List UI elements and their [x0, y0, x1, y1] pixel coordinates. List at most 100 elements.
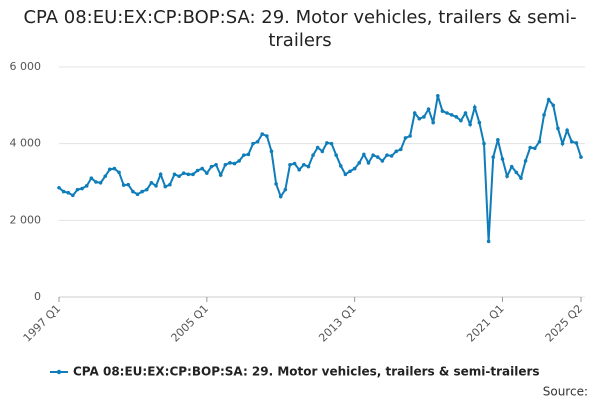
data-point — [348, 169, 352, 174]
data-point — [454, 115, 459, 119]
data-point — [468, 122, 472, 127]
data-point — [496, 138, 500, 142]
data-point — [329, 141, 334, 146]
data-point — [283, 187, 288, 192]
data-point — [186, 172, 191, 177]
data-point — [269, 149, 274, 154]
data-point — [117, 170, 121, 175]
data-point — [362, 152, 366, 157]
data-point — [477, 120, 482, 125]
data-point — [241, 153, 246, 157]
y-tick-label: 6 000 — [10, 60, 42, 73]
data-point — [181, 171, 186, 175]
x-tick-label: 2021 Q1 — [464, 302, 507, 345]
data-point — [486, 239, 491, 244]
data-point — [338, 164, 343, 168]
data-point — [172, 172, 177, 177]
data-point — [278, 194, 283, 199]
data-point — [375, 155, 380, 159]
data-point — [514, 170, 519, 175]
data-point — [108, 167, 112, 172]
data-point — [112, 166, 117, 171]
x-tick-label: 2013 Q1 — [316, 302, 359, 345]
data-point — [140, 189, 144, 194]
data-point — [551, 103, 556, 108]
data-point — [255, 139, 260, 144]
data-point — [75, 187, 80, 192]
data-point — [380, 159, 385, 163]
data-point — [260, 132, 265, 136]
data-point — [177, 174, 181, 179]
data-point — [61, 189, 66, 194]
data-point — [191, 172, 195, 177]
legend-marker — [56, 369, 62, 375]
data-point — [163, 184, 168, 189]
data-point — [205, 171, 209, 175]
data-point — [519, 176, 523, 180]
data-point — [482, 141, 486, 146]
data-point — [472, 105, 477, 110]
data-point — [389, 154, 394, 158]
data-point — [209, 164, 214, 169]
y-tick-label: 2 000 — [10, 213, 42, 226]
data-point — [417, 116, 422, 121]
data-point — [265, 134, 269, 138]
data-point — [440, 109, 445, 113]
data-point — [371, 153, 375, 157]
data-point — [537, 139, 542, 144]
data-point — [403, 136, 408, 140]
data-point — [306, 164, 311, 169]
data-point — [200, 166, 205, 171]
x-tick-label: 1997 Q1 — [21, 302, 64, 345]
data-point — [399, 147, 403, 152]
data-point — [412, 111, 417, 115]
data-point — [334, 153, 338, 157]
data-point — [195, 168, 200, 173]
data-point — [565, 128, 569, 133]
data-point — [449, 113, 454, 117]
data-point — [131, 189, 135, 194]
data-point — [579, 155, 583, 159]
data-point — [302, 162, 306, 167]
data-point — [98, 180, 103, 185]
data-point — [214, 162, 218, 167]
data-point — [357, 161, 362, 165]
data-point — [311, 153, 315, 157]
data-point — [228, 161, 232, 165]
data-point — [218, 173, 223, 177]
x-tick-label: 2025 Q2 — [543, 302, 586, 345]
data-point — [325, 141, 329, 145]
data-point — [569, 139, 574, 144]
data-point — [66, 190, 71, 195]
data-point — [435, 93, 440, 98]
data-point — [394, 149, 399, 154]
data-point — [288, 162, 292, 167]
series-line — [58, 95, 582, 242]
data-point — [71, 193, 75, 198]
y-tick-label: 0 — [34, 290, 41, 303]
data-point — [168, 182, 172, 187]
data-point — [431, 120, 435, 125]
data-point — [94, 180, 98, 184]
y-tick-label: 4 000 — [10, 137, 42, 150]
data-point — [422, 115, 426, 119]
data-point — [574, 141, 579, 145]
data-point — [84, 184, 89, 188]
data-point — [126, 182, 131, 187]
data-point — [315, 145, 320, 150]
data-point — [463, 111, 468, 115]
data-point — [158, 172, 163, 177]
data-point — [274, 182, 278, 186]
data-point — [89, 176, 94, 180]
data-point — [385, 153, 389, 157]
data-point — [533, 146, 537, 151]
data-point — [500, 157, 505, 161]
data-point — [251, 141, 255, 146]
data-point — [246, 152, 251, 157]
data-point — [459, 118, 463, 123]
data-point — [320, 149, 325, 154]
x-tick-label: 2005 Q1 — [169, 302, 212, 345]
legend-label: CPA 08:EU:EX:CP:BOP:SA: 29. Motor vehicl… — [73, 365, 540, 379]
source: Source: — [543, 385, 588, 399]
